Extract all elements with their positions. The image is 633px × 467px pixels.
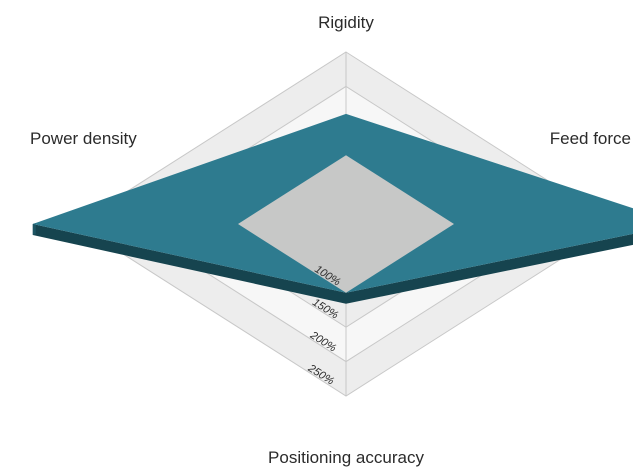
axis-label-power-density: Power density (30, 129, 137, 148)
axis-label-feed-force: Feed force (550, 129, 631, 148)
baseline-layer (238, 155, 454, 293)
series-edge-left (32, 223, 36, 235)
axis-label-positioning-accuracy: Positioning accuracy (268, 448, 424, 467)
axis-label-rigidity: Rigidity (318, 13, 374, 32)
baseline-polygon (238, 155, 454, 293)
series-side-face-right (346, 233, 633, 304)
series-side-face-left (32, 224, 347, 304)
